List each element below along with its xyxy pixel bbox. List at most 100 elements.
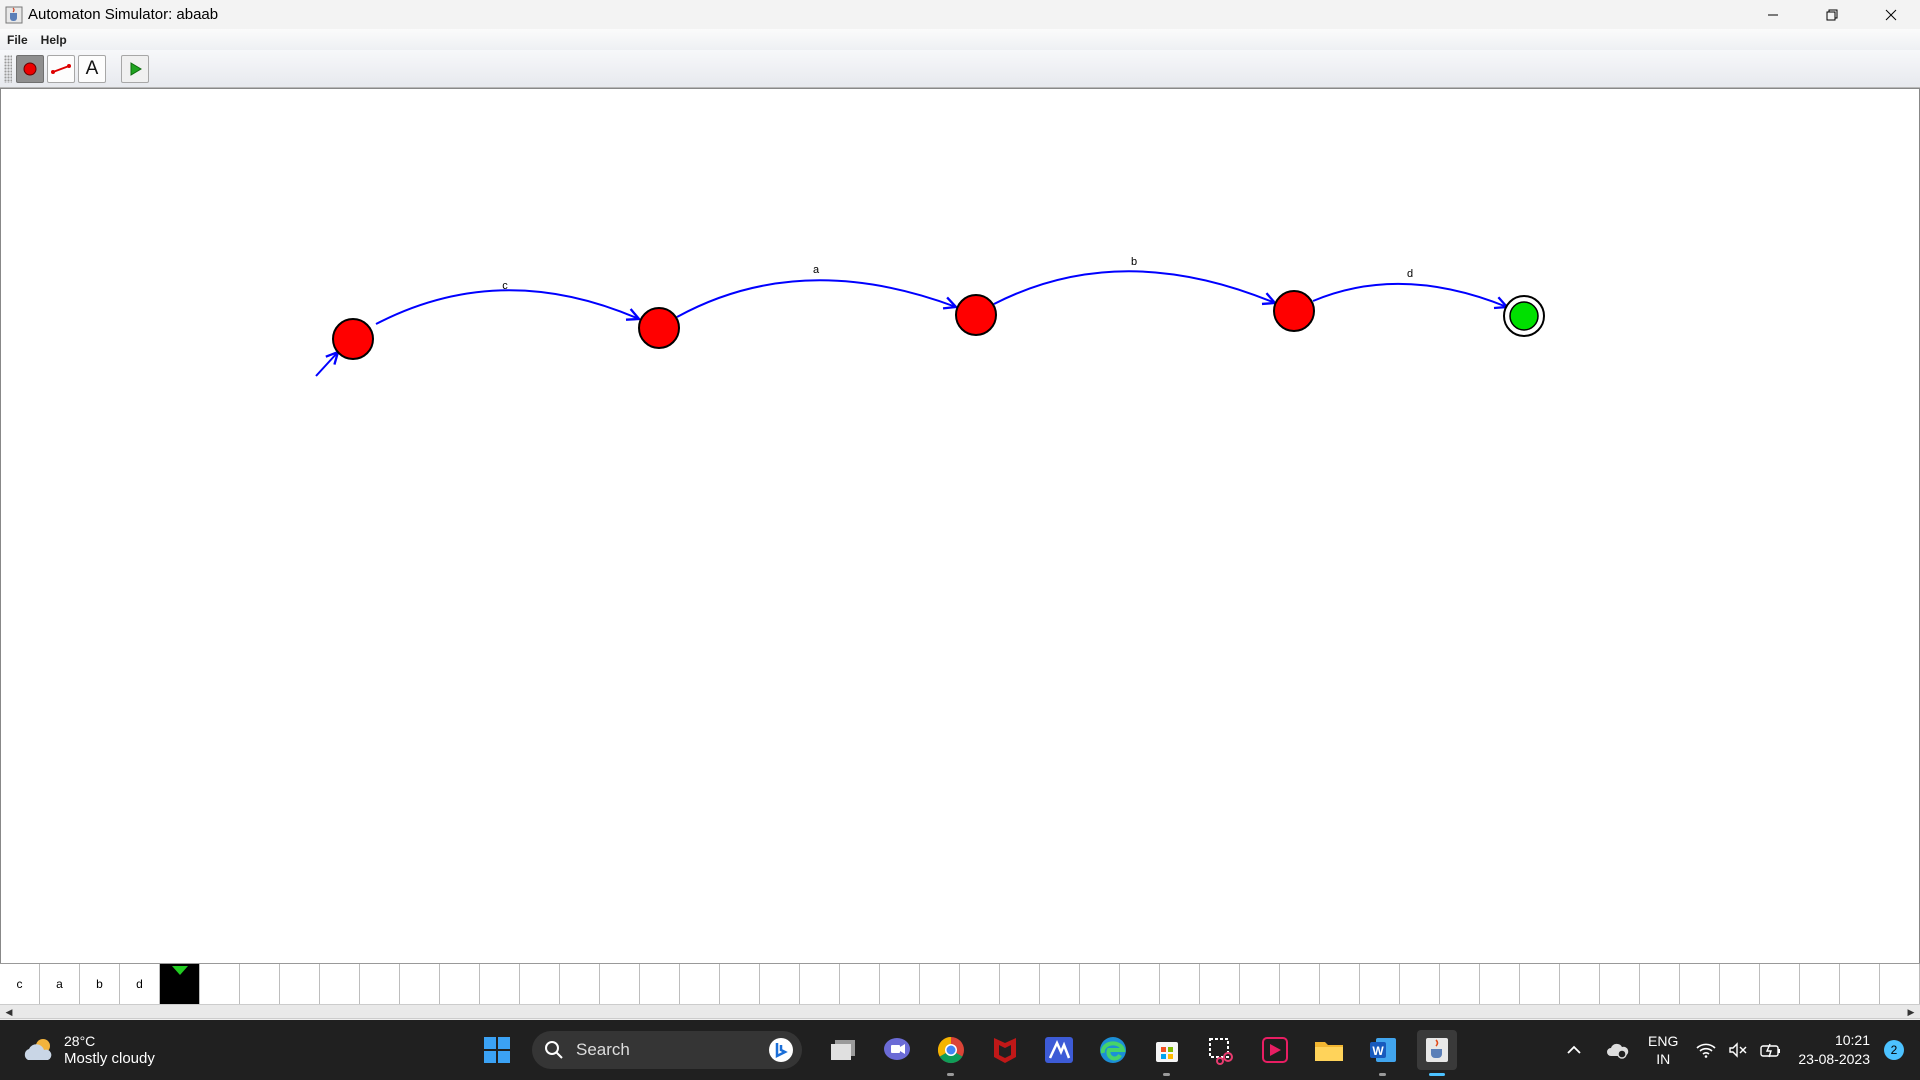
letter-a-icon: A (85, 57, 99, 79)
file-explorer-icon (1315, 1042, 1343, 1061)
menu-file[interactable]: File (7, 32, 28, 47)
tape-cell (1320, 964, 1360, 1004)
app-button[interactable] (1039, 1030, 1079, 1070)
chrome-button[interactable] (931, 1030, 971, 1076)
run-button[interactable] (121, 54, 149, 83)
system-tray: ENG IN 10:21 23-08-2023 2 (1560, 1020, 1920, 1080)
app-icon (1045, 1037, 1073, 1063)
java-button[interactable] (1417, 1030, 1457, 1076)
state-s1[interactable] (638, 307, 680, 349)
tape-cell: d (120, 964, 160, 1004)
state-tool-button[interactable] (16, 54, 44, 83)
transition-edge[interactable] (1312, 282, 1507, 307)
battery-charging-icon (1760, 1043, 1781, 1058)
store-button[interactable] (1147, 1030, 1187, 1076)
state-s0[interactable] (332, 318, 374, 360)
tape-cell (280, 964, 320, 1004)
menu-help[interactable]: Help (40, 32, 67, 47)
scroll-right-arrow-icon[interactable]: ▶ (1907, 1006, 1915, 1017)
menu-bar: File Help (0, 29, 1920, 50)
task-view-button[interactable] (823, 1030, 863, 1070)
close-icon (1885, 9, 1896, 20)
tape-cell (1640, 964, 1680, 1004)
tape-cell (400, 964, 440, 1004)
tape-cell (1720, 964, 1760, 1004)
task-view-icon (831, 1040, 855, 1060)
wifi-button[interactable] (1696, 1042, 1716, 1058)
region-code: IN (1656, 1051, 1671, 1067)
text-tool-button[interactable]: A (78, 54, 106, 83)
toolbar: A (0, 50, 1920, 88)
tape-cell (520, 964, 560, 1004)
weather-widget[interactable]: 28°C Mostly cloudy (22, 1032, 155, 1068)
transition-tool-button[interactable] (47, 54, 75, 83)
active-indicator (1429, 1073, 1445, 1076)
tape-cell (640, 964, 680, 1004)
svg-text:W: W (1372, 1044, 1384, 1058)
state-s4-accepting[interactable] (1503, 295, 1545, 337)
input-language-button[interactable]: ENG IN (1648, 1032, 1678, 1068)
transition-edge[interactable] (993, 270, 1275, 304)
media-app-button[interactable] (1255, 1030, 1295, 1070)
automaton-diagram: c a b d (315, 256, 1545, 377)
volume-button[interactable] (1728, 1042, 1748, 1058)
automaton-canvas[interactable]: c a b d (0, 88, 1920, 963)
tape-scrollbar[interactable]: ◀ ▶ (0, 1004, 1920, 1019)
weather-condition: Mostly cloudy (64, 1050, 155, 1067)
tape-cell (440, 964, 480, 1004)
windows-start-button[interactable] (477, 1030, 517, 1070)
transition-edge[interactable] (375, 289, 639, 325)
tape-cell (1160, 964, 1200, 1004)
transition-label: a (813, 264, 820, 276)
word-icon: W (1370, 1038, 1396, 1062)
volume-muted-icon (1729, 1042, 1747, 1058)
taskbar: 28°C Mostly cloudy Search (0, 1020, 1920, 1080)
onedrive-button[interactable] (1606, 1041, 1630, 1059)
battery-button[interactable] (1760, 1042, 1782, 1058)
search-label: Search (576, 1040, 630, 1059)
windows-start-icon (484, 1037, 510, 1063)
scroll-left-arrow-icon[interactable]: ◀ (5, 1006, 13, 1017)
tape-cell (1040, 964, 1080, 1004)
taskbar-apps: Search (470, 1020, 1464, 1080)
clock-time: 10:21 (1834, 1032, 1870, 1048)
tape-cell (1800, 964, 1840, 1004)
teams-chat-button[interactable] (877, 1030, 917, 1070)
snipping-tool-button[interactable] (1201, 1030, 1241, 1070)
state-s2[interactable] (955, 294, 997, 336)
tape-cell (840, 964, 880, 1004)
tape-cell (1480, 964, 1520, 1004)
edge-button[interactable] (1093, 1030, 1133, 1070)
tape-cell (720, 964, 760, 1004)
mcafee-button[interactable] (985, 1030, 1025, 1070)
minimize-icon (1767, 14, 1778, 15)
tape-cell (1280, 964, 1320, 1004)
snipping-tool-icon (1209, 1038, 1233, 1065)
minimize-button[interactable] (1743, 0, 1802, 29)
transition-edge[interactable] (676, 279, 956, 318)
tape-cell (680, 964, 720, 1004)
tape-cell (760, 964, 800, 1004)
cloud-sun-icon (24, 1039, 52, 1060)
tape-cell: b (80, 964, 120, 1004)
file-explorer-button[interactable] (1309, 1030, 1349, 1070)
close-button[interactable] (1861, 0, 1920, 29)
clock[interactable]: 10:21 23-08-2023 (1798, 1031, 1870, 1069)
transition-label: d (1407, 268, 1413, 280)
restore-button[interactable] (1802, 0, 1861, 29)
toolbar-grip[interactable] (4, 54, 12, 83)
wifi-icon (1696, 1043, 1716, 1058)
tape-cell (1680, 964, 1720, 1004)
tape-cell (1240, 964, 1280, 1004)
state-s3[interactable] (1273, 290, 1315, 332)
notification-badge[interactable]: 2 (1884, 1040, 1904, 1060)
tape-cell (800, 964, 840, 1004)
restore-icon (1826, 9, 1837, 20)
taskbar-search[interactable]: Search (532, 1031, 802, 1069)
tape-cell: c (0, 964, 40, 1004)
running-indicator (1379, 1073, 1386, 1076)
word-button[interactable]: W (1363, 1030, 1403, 1076)
show-hidden-icons-button[interactable] (1566, 1042, 1582, 1058)
tape-cell: a (40, 964, 80, 1004)
